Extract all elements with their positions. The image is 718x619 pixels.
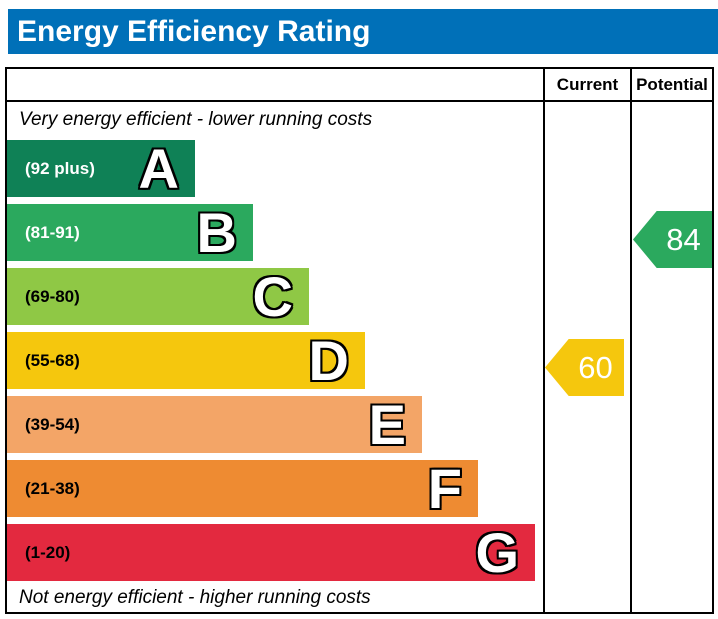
band-g-letter: G (474, 521, 521, 584)
band-b-letter: B (195, 201, 238, 264)
band-c: (69-80) C (7, 265, 309, 328)
band-f-letter: F (426, 457, 463, 520)
current-column-divider (543, 69, 545, 612)
band-g-range-label: (1-20) (25, 542, 71, 562)
top-note: Very energy efficient - lower running co… (19, 109, 373, 130)
band-f: (21-38) F (7, 457, 478, 520)
band-c-range-label: (69-80) (25, 286, 80, 306)
band-b: (81-91) B (7, 201, 253, 264)
page-title: Energy Efficiency Rating (17, 14, 371, 48)
title-bar: Energy Efficiency Rating (8, 9, 718, 54)
band-e-range-label: (39-54) (25, 414, 80, 434)
potential-rating-arrow: 84 (633, 211, 712, 268)
band-e: (39-54) E (7, 393, 422, 456)
band-a-letter: A (137, 137, 180, 200)
band-d-letter: D (307, 329, 350, 392)
band-a-range-label: (92 plus) (25, 158, 95, 178)
band-d-range-label: (55-68) (25, 350, 80, 370)
band-c-letter: C (251, 265, 294, 328)
band-b-range-label: (81-91) (25, 222, 80, 242)
band-a: (92 plus) A (7, 137, 195, 200)
potential-column-divider (630, 69, 632, 612)
rating-chart: Current Potential Very energy efficient … (5, 67, 714, 614)
current-rating-arrow: 60 (545, 339, 624, 396)
bottom-note: Not energy efficient - higher running co… (19, 587, 371, 608)
column-header-potential: Potential (636, 74, 708, 94)
current-rating-value: 60 (578, 349, 613, 385)
column-header-current: Current (556, 74, 619, 94)
band-f-range-label: (21-38) (25, 478, 80, 498)
header-rule (7, 100, 712, 102)
potential-rating-value: 84 (666, 221, 701, 257)
band-g: (1-20) G (7, 521, 535, 584)
band-d: (55-68) D (7, 329, 365, 392)
band-e-letter: E (367, 393, 407, 456)
